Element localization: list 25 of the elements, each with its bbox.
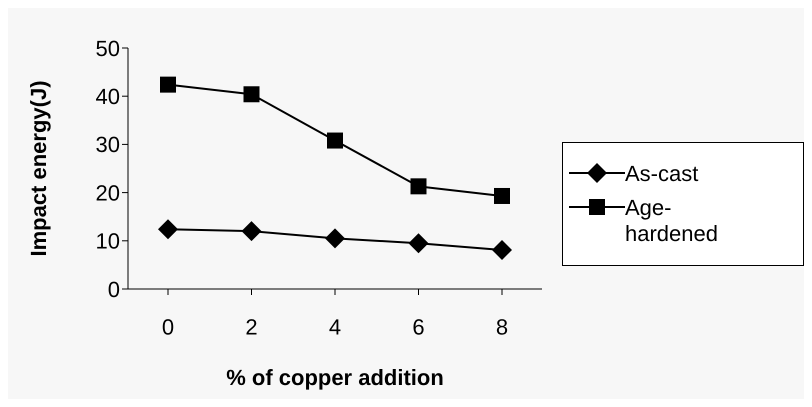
- legend-label: As-cast: [625, 160, 700, 186]
- point: [158, 219, 178, 240]
- point: [325, 228, 345, 248]
- x-tick-label: 6: [412, 314, 425, 340]
- point: [410, 178, 426, 194]
- point: [160, 76, 176, 93]
- y-tick-label: 30: [96, 132, 120, 158]
- point: [327, 132, 343, 149]
- x-tick-label: 0: [162, 314, 174, 340]
- y-tick-label: 10: [96, 228, 120, 254]
- y-tick-label: 0: [108, 276, 120, 302]
- y-tick-label: 50: [96, 36, 120, 61]
- y-tick-label: 40: [96, 84, 120, 110]
- point: [492, 240, 512, 260]
- x-tick-label: 2: [245, 314, 258, 340]
- x-tick-label: 8: [496, 314, 508, 340]
- point: [244, 86, 260, 102]
- y-axis-title: Impact energy(J): [26, 80, 51, 257]
- point: [242, 221, 262, 242]
- x-axis-title: % of copper addition: [226, 365, 444, 390]
- point: [494, 188, 510, 204]
- x-tick-label: 4: [328, 314, 342, 340]
- legend-label: Age-hardened: [625, 194, 719, 246]
- y-tick-label: 20: [96, 180, 120, 206]
- point: [408, 233, 428, 254]
